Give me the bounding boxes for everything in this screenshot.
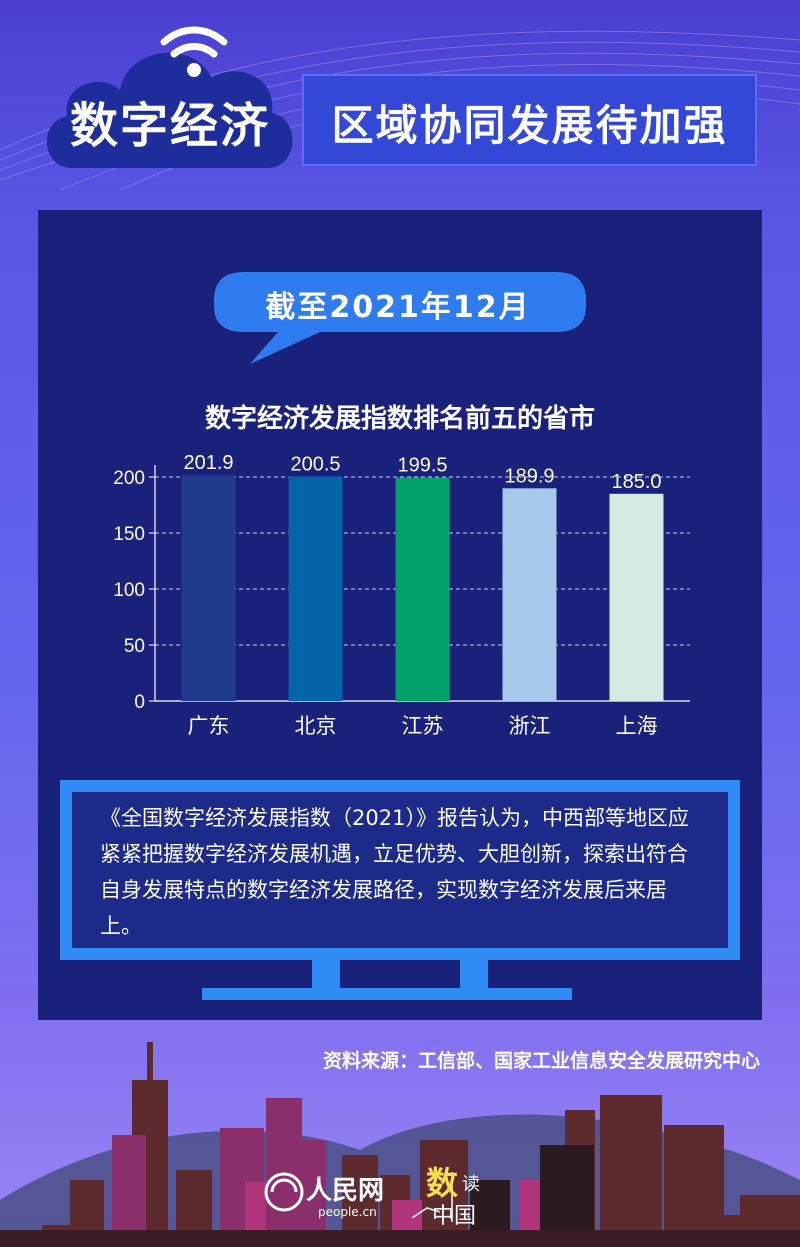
tv-icon [60,780,740,1000]
x-tick-label: 广东 [188,714,230,738]
x-tick-label: 江苏 [402,714,444,738]
brand-title: 数字经济 [69,98,270,154]
y-tick-label: 50 [124,636,145,657]
bar [395,477,450,701]
shudu-logo-du: 读 [462,1174,480,1195]
people-logo-emblem [264,1172,453,1222]
bar [288,476,343,701]
bar-value-label: 199.5 [397,455,447,477]
cloud-icon [46,52,293,168]
x-tick-label: 上海 [616,714,658,738]
bar [181,474,236,701]
bar-value-label: 201.9 [183,452,233,474]
report-text: 《全国数字经济发展指数（2021）》报告认为，中西部等地区应紧紧把握数字经济发展… [100,806,689,938]
people-logo-url: people.cn [318,1205,377,1219]
bar-value-label: 185.0 [611,471,661,493]
date-speech-bubble [214,272,586,364]
data-source: 资料来源：工信部、国家工业信息安全发展研究中心 [322,1050,760,1072]
y-tick-label: 200 [113,468,145,489]
x-tick-label: 北京 [295,714,337,738]
people-logo-name: 人民网 [306,1176,385,1206]
wifi-icon [160,26,228,77]
subtitle-banner: 区域协同发展待加强 [302,74,757,166]
bar-chart: 0 50 100 150 200 201.9 广东 200.5 北京 199.5 江苏 189.9 浙江… [113,452,690,738]
bar-value-label: 189.9 [504,465,554,487]
bar [502,488,557,701]
date-label: 截至2021年12月 [265,290,531,325]
bar-value-label: 200.5 [290,453,340,475]
x-tick-label: 浙江 [509,714,551,738]
page-subtitle: 区域协同发展待加强 [331,101,728,150]
y-tick-label: 100 [113,580,145,601]
y-tick-label: 0 [134,692,145,713]
shudu-logo-shu: 数 [426,1164,459,1202]
shudu-logo-zhongguo: 中国 [432,1204,477,1229]
y-tick-label: 150 [113,524,145,545]
bar [609,493,664,701]
chart-title: 数字经济发展指数排名前五的省市 [204,404,595,434]
